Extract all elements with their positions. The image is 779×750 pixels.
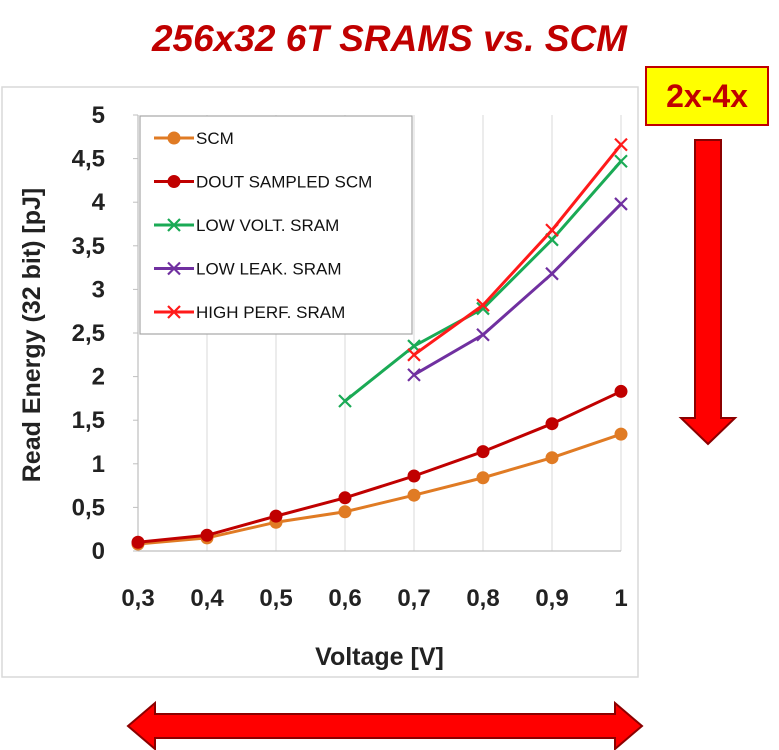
series-3 (407, 197, 628, 382)
y-tick-label: 5 (92, 102, 105, 129)
y-tick-label: 3,5 (72, 233, 105, 260)
data-point (545, 417, 559, 431)
data-point (407, 469, 421, 483)
y-tick-label: 3 (92, 276, 105, 303)
legend-swatch-marker (167, 261, 181, 276)
data-point (476, 471, 490, 485)
x-tick-label: 0,7 (397, 585, 430, 612)
axes (133, 114, 621, 552)
x-tick-label: 0,9 (535, 585, 568, 612)
legend-item: SCM (154, 129, 234, 148)
legend-label: LOW VOLT. SRAM (196, 216, 339, 235)
x-tick-label: 0,5 (259, 585, 292, 612)
data-point (338, 491, 352, 505)
legend-item: LOW VOLT. SRAM (154, 216, 339, 235)
legend: SCM DOUT SAMPLED SCM LOW VOLT. SRAM LOW LEA… (139, 115, 413, 335)
data-point (407, 348, 421, 362)
y-tick-label: 1,5 (72, 407, 105, 434)
data-point (338, 505, 352, 519)
y-tick-label: 0,5 (72, 494, 105, 521)
legend-label: SCM (196, 129, 234, 148)
y-tick-label: 2,5 (72, 320, 105, 347)
data-point (476, 327, 490, 342)
legend-swatch-marker (167, 175, 181, 188)
double-arrow-icon (126, 700, 644, 750)
data-point (545, 223, 559, 237)
y-tick-label: 4,5 (72, 146, 105, 173)
data-point (407, 368, 421, 382)
y-tick-label: 2 (92, 364, 105, 391)
tick-labels: 0,3 0,4 0,5 0,6 0,7 0,8 0,9 1 0 0,5 1 1,5 2 2,5 3 3,5 4 4… (72, 102, 628, 612)
x-tick-label: 1 (614, 585, 627, 612)
series-line (413, 202, 623, 377)
y-tick-label: 0 (92, 538, 105, 565)
series-line (137, 432, 622, 546)
data-point (614, 384, 628, 398)
legend-label: LOW LEAK. SRAM (196, 260, 341, 279)
legend-item: DOUT SAMPLED SCM (154, 173, 372, 192)
data-point (476, 298, 490, 312)
legend-swatch-marker (167, 218, 181, 232)
legend-item: LOW LEAK. SRAM (154, 260, 341, 279)
data-point (131, 535, 145, 549)
data-point (338, 394, 352, 408)
data-point (200, 528, 214, 542)
x-tick-label: 0,6 (328, 585, 361, 612)
data-point (614, 137, 628, 152)
data-point (269, 509, 283, 523)
chart-title: 256x32 6T SRAMS vs. SCM (151, 18, 628, 59)
data-point (407, 488, 421, 502)
series-1 (131, 384, 628, 549)
y-tick-label: 4 (92, 189, 106, 216)
x-axis-label: Voltage [V] (315, 643, 444, 671)
x-tick-label: 0,3 (121, 585, 154, 612)
series-line (413, 143, 623, 357)
legend-swatch-marker (167, 305, 181, 319)
down-arrow-icon (678, 139, 738, 446)
data-point (476, 445, 490, 459)
data-point (614, 154, 628, 168)
data-point (614, 427, 628, 441)
x-tick-label: 0,4 (190, 585, 224, 612)
data-point (545, 266, 559, 281)
series-layer (131, 137, 628, 551)
legend-swatch-marker (167, 131, 181, 145)
data-point (614, 197, 628, 211)
x-tick-label: 0,8 (466, 585, 499, 612)
legend-label: DOUT SAMPLED SCM (196, 173, 372, 192)
y-axis-label: Read Energy (32 bit) [pJ] (18, 188, 46, 483)
series-4 (407, 137, 628, 362)
improvement-badge: 2x-4x (645, 66, 769, 126)
data-point (545, 451, 559, 465)
legend-label: HIGH PERF. SRAM (196, 303, 345, 322)
data-point (476, 301, 490, 316)
y-tick-label: 1 (92, 451, 105, 478)
series-line (137, 390, 622, 544)
legend-item: HIGH PERF. SRAM (154, 303, 345, 322)
